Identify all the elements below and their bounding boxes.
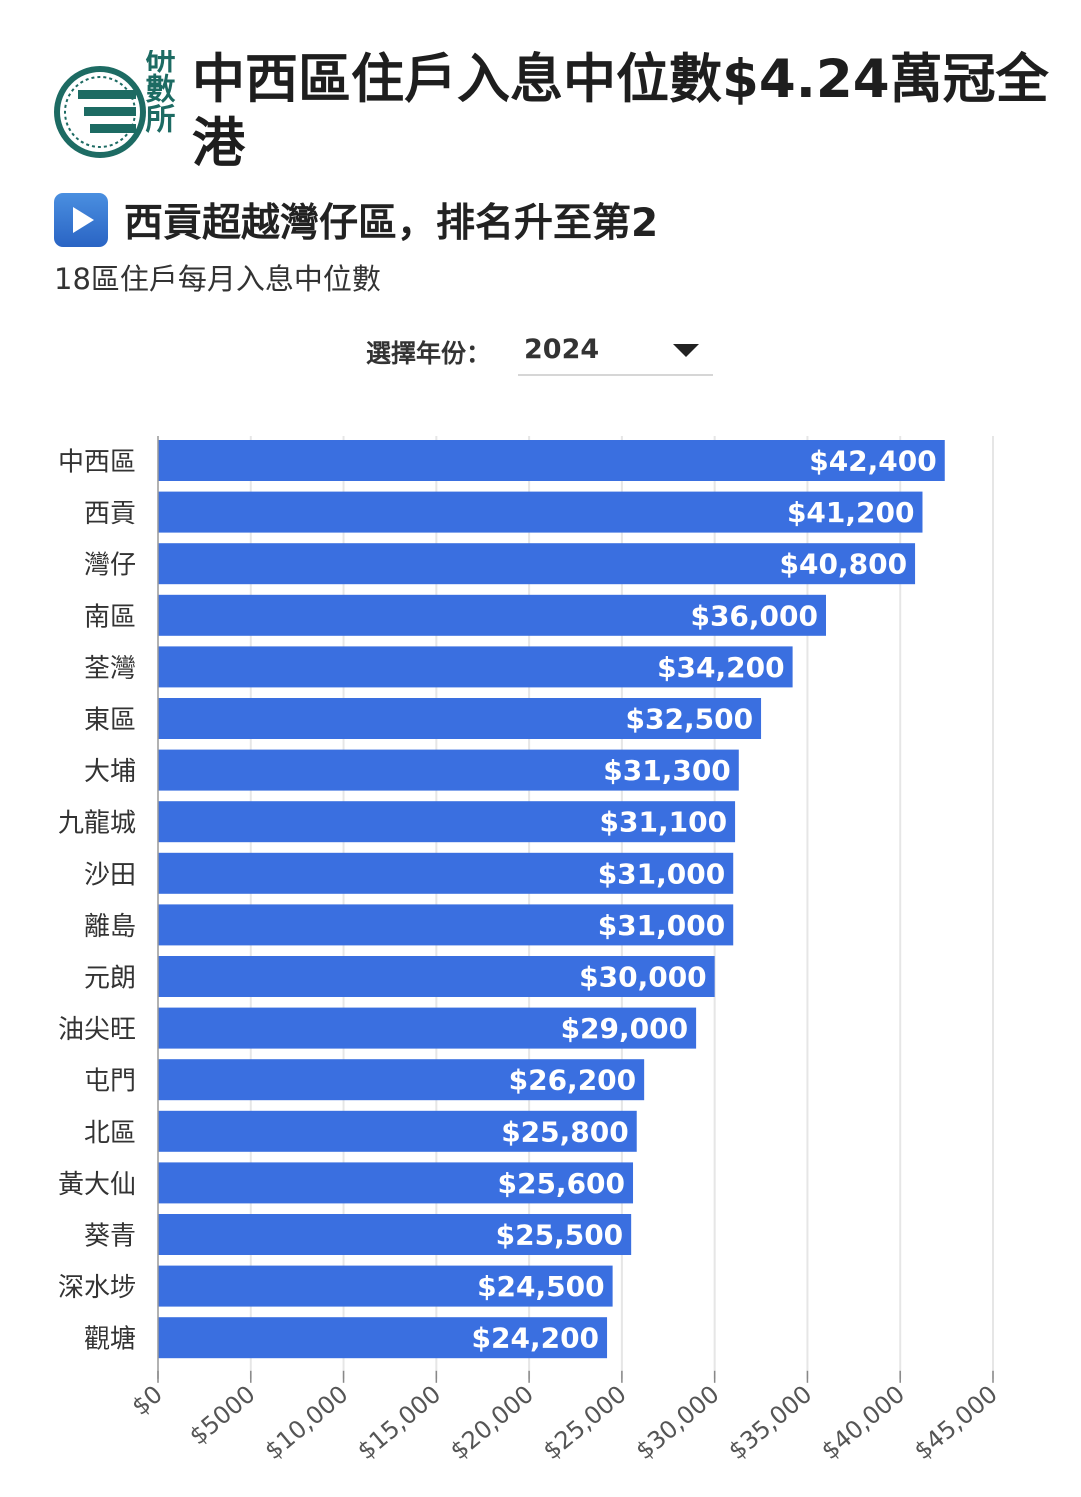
data-label: $25,800 bbox=[501, 1115, 629, 1148]
category-label: 離島 bbox=[84, 912, 136, 942]
bar[interactable] bbox=[158, 646, 793, 688]
bar[interactable] bbox=[158, 1317, 608, 1359]
bar[interactable] bbox=[158, 543, 916, 585]
x-tick-label: $40,000 bbox=[816, 1380, 910, 1465]
play-icon bbox=[54, 193, 108, 247]
category-label: 中西區 bbox=[58, 448, 136, 478]
category-label: 油尖旺 bbox=[58, 1015, 136, 1045]
brand-text: 研數所 bbox=[140, 50, 176, 134]
chevron-down-icon[interactable] bbox=[673, 344, 699, 357]
category-label: 西貢 bbox=[84, 499, 136, 529]
year-select-label: 選擇年份： bbox=[366, 339, 492, 368]
subtitle-row: 西貢超越灣仔區，排名升至第2 bbox=[54, 192, 658, 248]
bar[interactable] bbox=[158, 801, 736, 843]
data-label: $31,000 bbox=[598, 909, 726, 942]
bar[interactable] bbox=[158, 1007, 697, 1049]
x-tick-label: $10,000 bbox=[259, 1380, 353, 1465]
brand-logo: 研數所 bbox=[54, 50, 176, 158]
category-label: 沙田 bbox=[84, 860, 136, 890]
data-label: $30,000 bbox=[579, 961, 707, 994]
data-label: $25,600 bbox=[497, 1167, 625, 1200]
bar[interactable] bbox=[158, 1214, 632, 1255]
category-label: 屯門 bbox=[84, 1067, 136, 1097]
category-label: 黃大仙 bbox=[58, 1170, 136, 1200]
bar[interactable] bbox=[158, 852, 734, 894]
category-label: 元朗 bbox=[84, 964, 136, 994]
x-tick-label: $30,000 bbox=[630, 1380, 724, 1465]
bar[interactable] bbox=[158, 594, 826, 636]
bar[interactable] bbox=[158, 1162, 634, 1204]
bar[interactable] bbox=[158, 904, 734, 946]
data-label: $34,200 bbox=[657, 651, 785, 684]
category-label: 觀塘 bbox=[84, 1325, 136, 1355]
data-label: $29,000 bbox=[561, 1012, 689, 1045]
bar[interactable] bbox=[158, 698, 762, 739]
x-tick-label: $0 bbox=[126, 1380, 167, 1421]
data-label: $36,000 bbox=[690, 599, 818, 632]
chart-caption: 18區住戶每月入息中位數 bbox=[54, 262, 381, 296]
bar[interactable] bbox=[158, 1059, 645, 1101]
data-label: $32,500 bbox=[626, 703, 754, 736]
category-label: 葵青 bbox=[84, 1222, 136, 1252]
bar[interactable] bbox=[158, 956, 715, 997]
bar[interactable] bbox=[158, 749, 739, 791]
year-select[interactable]: 2024 bbox=[518, 326, 713, 376]
bar[interactable] bbox=[158, 1110, 637, 1152]
x-tick-label: $25,000 bbox=[538, 1380, 632, 1465]
category-label: 荃灣 bbox=[84, 654, 136, 684]
subtitle: 西貢超越灣仔區，排名升至第2 bbox=[124, 201, 659, 246]
bar[interactable] bbox=[158, 1265, 613, 1307]
x-tick-label: $45,000 bbox=[909, 1380, 1003, 1465]
data-label: $31,300 bbox=[603, 754, 731, 787]
x-tick-label: $20,000 bbox=[445, 1380, 539, 1465]
x-tick-label: $5000 bbox=[184, 1380, 260, 1451]
data-label: $31,100 bbox=[600, 806, 728, 839]
x-tick-label: $15,000 bbox=[352, 1380, 446, 1465]
page-title: 中西區住戶入息中位數$4.24萬冠全港 bbox=[192, 49, 1049, 174]
category-label: 灣仔 bbox=[84, 551, 136, 581]
year-select-value: 2024 bbox=[524, 334, 600, 365]
data-label: $42,400 bbox=[809, 445, 937, 478]
category-label: 深水埗 bbox=[58, 1273, 136, 1303]
category-label: 九龍城 bbox=[58, 809, 136, 839]
category-label: 南區 bbox=[84, 602, 136, 632]
x-tick-label: $35,000 bbox=[723, 1380, 817, 1465]
data-label: $40,800 bbox=[780, 548, 908, 581]
data-label: $24,500 bbox=[477, 1270, 605, 1303]
data-label: $25,500 bbox=[496, 1219, 624, 1252]
category-label: 大埔 bbox=[84, 757, 136, 787]
data-label: $26,200 bbox=[509, 1064, 637, 1097]
category-label: 北區 bbox=[84, 1118, 136, 1148]
bar[interactable] bbox=[158, 491, 923, 533]
data-label: $41,200 bbox=[787, 496, 915, 529]
category-label: 東區 bbox=[84, 706, 136, 736]
bar[interactable] bbox=[158, 440, 945, 481]
data-label: $31,000 bbox=[598, 857, 726, 890]
data-label: $24,200 bbox=[472, 1322, 600, 1355]
